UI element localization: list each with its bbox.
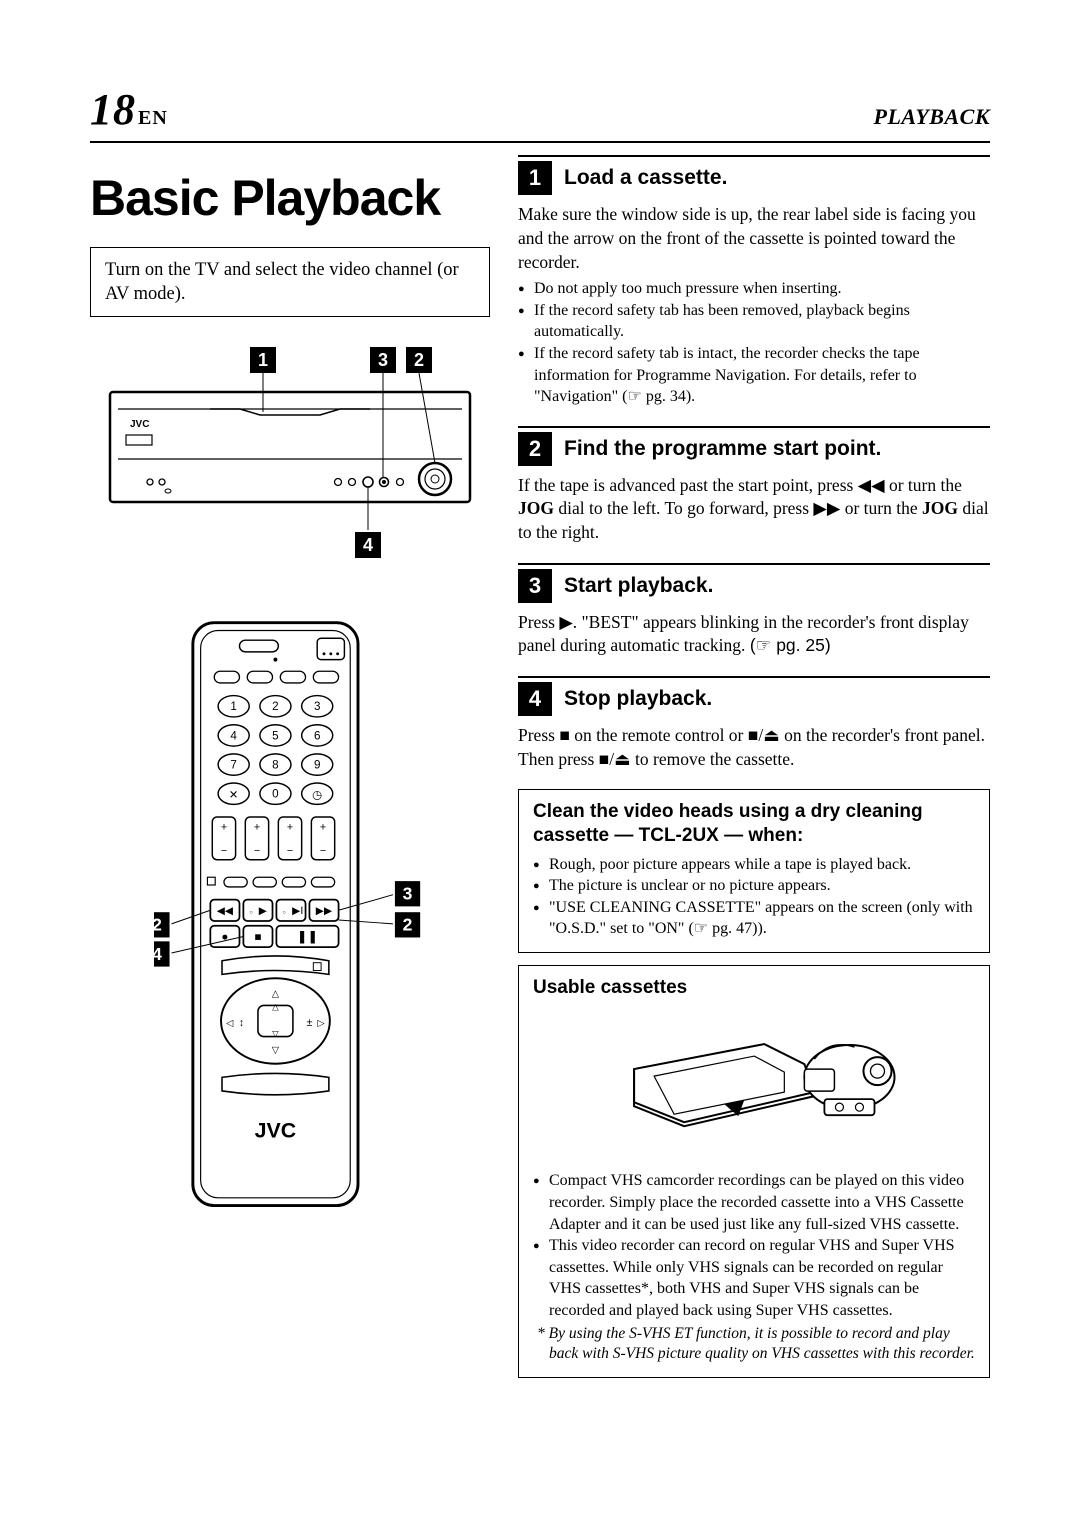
jvc-logo: JVC: [255, 1119, 297, 1143]
step-4: 4 Stop playback. Press ■ on the remote c…: [518, 676, 990, 771]
svg-text:1: 1: [230, 700, 236, 713]
page-number: 18EN: [90, 80, 168, 139]
svg-text:2: 2: [403, 915, 413, 935]
step-body-2: If the tape is advanced past the start p…: [518, 474, 990, 545]
step1-bullet-2: If the record safety tab has been remove…: [518, 300, 990, 343]
svg-text:6: 6: [314, 730, 320, 743]
step-body-4: Press ■ on the remote control or ■/⏏ on …: [518, 724, 990, 771]
step-3: 3 Start playback. Press ▶. "BEST" appear…: [518, 563, 990, 658]
clean-bullet-2: The picture is unclear or no picture app…: [533, 875, 975, 897]
step-body-3: Press ▶. "BEST" appears blinking in the …: [518, 611, 990, 658]
vcr-diagram: 1 3 2 JVC: [90, 337, 490, 583]
usable-cassettes-title: Usable cassettes: [533, 976, 975, 1000]
svg-text:◷: ◷: [312, 789, 322, 802]
remote-diagram: 1 2 3 4 5 6 7 8 9 ✕ 0 ◷ + − + − + −: [90, 603, 490, 1232]
svg-text:7: 7: [230, 759, 236, 772]
jvc-logo: JVC: [130, 419, 149, 430]
svg-text:−: −: [320, 845, 326, 857]
svg-text:4: 4: [363, 535, 373, 555]
clean-heads-bullets: Rough, poor picture appears while a tape…: [533, 854, 975, 940]
svg-text:4: 4: [230, 730, 237, 743]
usable-cassettes-box: Usable cassettes: [518, 965, 990, 1378]
svg-text:8: 8: [272, 759, 278, 772]
clean-heads-box: Clean the video heads using a dry cleani…: [518, 789, 990, 953]
svg-text:+: +: [221, 822, 227, 834]
step-1-bullets: Do not apply too much pressure when inse…: [518, 278, 990, 408]
svg-text:↕: ↕: [239, 1017, 244, 1029]
svg-text:2: 2: [272, 700, 278, 713]
svg-text:✕: ✕: [229, 789, 239, 802]
step-badge-3: 3: [518, 569, 552, 603]
svg-text:○: ○: [282, 910, 286, 916]
clean-bullet-1: Rough, poor picture appears while a tape…: [533, 854, 975, 876]
svg-text:◁: ◁: [226, 1018, 234, 1029]
svg-text:▽: ▽: [272, 1045, 280, 1056]
svg-text:−: −: [254, 845, 260, 857]
svg-text:▷: ▷: [317, 1018, 325, 1029]
svg-text:■: ■: [254, 931, 261, 944]
svg-text:❚❚: ❚❚: [297, 930, 318, 945]
svg-text:1: 1: [258, 350, 268, 370]
svg-text:▶: ▶: [259, 905, 268, 917]
svg-text:3: 3: [314, 700, 320, 713]
svg-text:5: 5: [272, 730, 278, 743]
svg-text:+: +: [254, 822, 260, 834]
svg-text:▶▶: ▶▶: [316, 905, 333, 917]
step-badge-1: 1: [518, 161, 552, 195]
svg-text:△: △: [272, 1002, 279, 1012]
page-title: Basic Playback: [90, 165, 490, 233]
cassette-adapter-illustration: [533, 1006, 975, 1171]
step1-bullet-3: If the record safety tab is intact, the …: [518, 343, 990, 408]
step-2: 2 Find the programme start point. If the…: [518, 426, 990, 545]
step-badge-4: 4: [518, 682, 552, 716]
svg-text:−: −: [221, 845, 227, 857]
step-title-3: Start playback.: [564, 572, 713, 600]
svg-text:◀◀: ◀◀: [217, 905, 234, 917]
svg-text:4: 4: [154, 944, 162, 964]
svg-text:▽: ▽: [272, 1029, 279, 1039]
clean-heads-title: Clean the video heads using a dry cleani…: [533, 800, 975, 848]
clean-bullet-3: "USE CLEANING CASSETTE" appears on the s…: [533, 897, 975, 940]
svg-text:9: 9: [314, 759, 320, 772]
page-header: 18EN PLAYBACK: [90, 80, 990, 143]
step-title-1: Load a cassette.: [564, 164, 727, 192]
svg-text:3: 3: [403, 884, 413, 904]
left-column: Basic Playback Turn on the TV and select…: [90, 155, 490, 1378]
svg-text:+: +: [287, 822, 293, 834]
step-body-1: Make sure the window side is up, the rea…: [518, 203, 990, 274]
step-badge-2: 2: [518, 432, 552, 466]
vcr-illustration: 1 3 2 JVC: [90, 347, 490, 567]
svg-text:+: +: [320, 822, 326, 834]
section-label: PLAYBACK: [874, 102, 990, 132]
svg-text:2: 2: [154, 915, 162, 935]
step-1: 1 Load a cassette. Make sure the window …: [518, 155, 990, 407]
step1-bullet-1: Do not apply too much pressure when inse…: [518, 278, 990, 300]
step-title-4: Stop playback.: [564, 685, 712, 713]
intro-tip: Turn on the TV and select the video chan…: [90, 247, 490, 317]
svg-text:−: −: [287, 845, 293, 857]
svg-text:2: 2: [414, 350, 424, 370]
svg-text:△: △: [272, 989, 280, 1000]
svg-text:0: 0: [272, 788, 279, 801]
usable-cassettes-bullets: Compact VHS camcorder recordings can be …: [533, 1170, 975, 1321]
svg-text:○: ○: [249, 910, 253, 916]
remote-illustration: 1 2 3 4 5 6 7 8 9 ✕ 0 ◷ + − + − + −: [154, 613, 426, 1215]
usable-bullet-2: This video recorder can record on regula…: [533, 1235, 975, 1321]
svg-text:±: ±: [306, 1017, 312, 1029]
right-column: 1 Load a cassette. Make sure the window …: [518, 155, 990, 1378]
svg-text:▶I: ▶I: [292, 905, 303, 917]
usable-bullet-1: Compact VHS camcorder recordings can be …: [533, 1170, 975, 1235]
svg-text:3: 3: [378, 350, 388, 370]
step-title-2: Find the programme start point.: [564, 435, 881, 463]
usable-footnote: By using the S-VHS ET function, it is po…: [533, 1324, 975, 1366]
